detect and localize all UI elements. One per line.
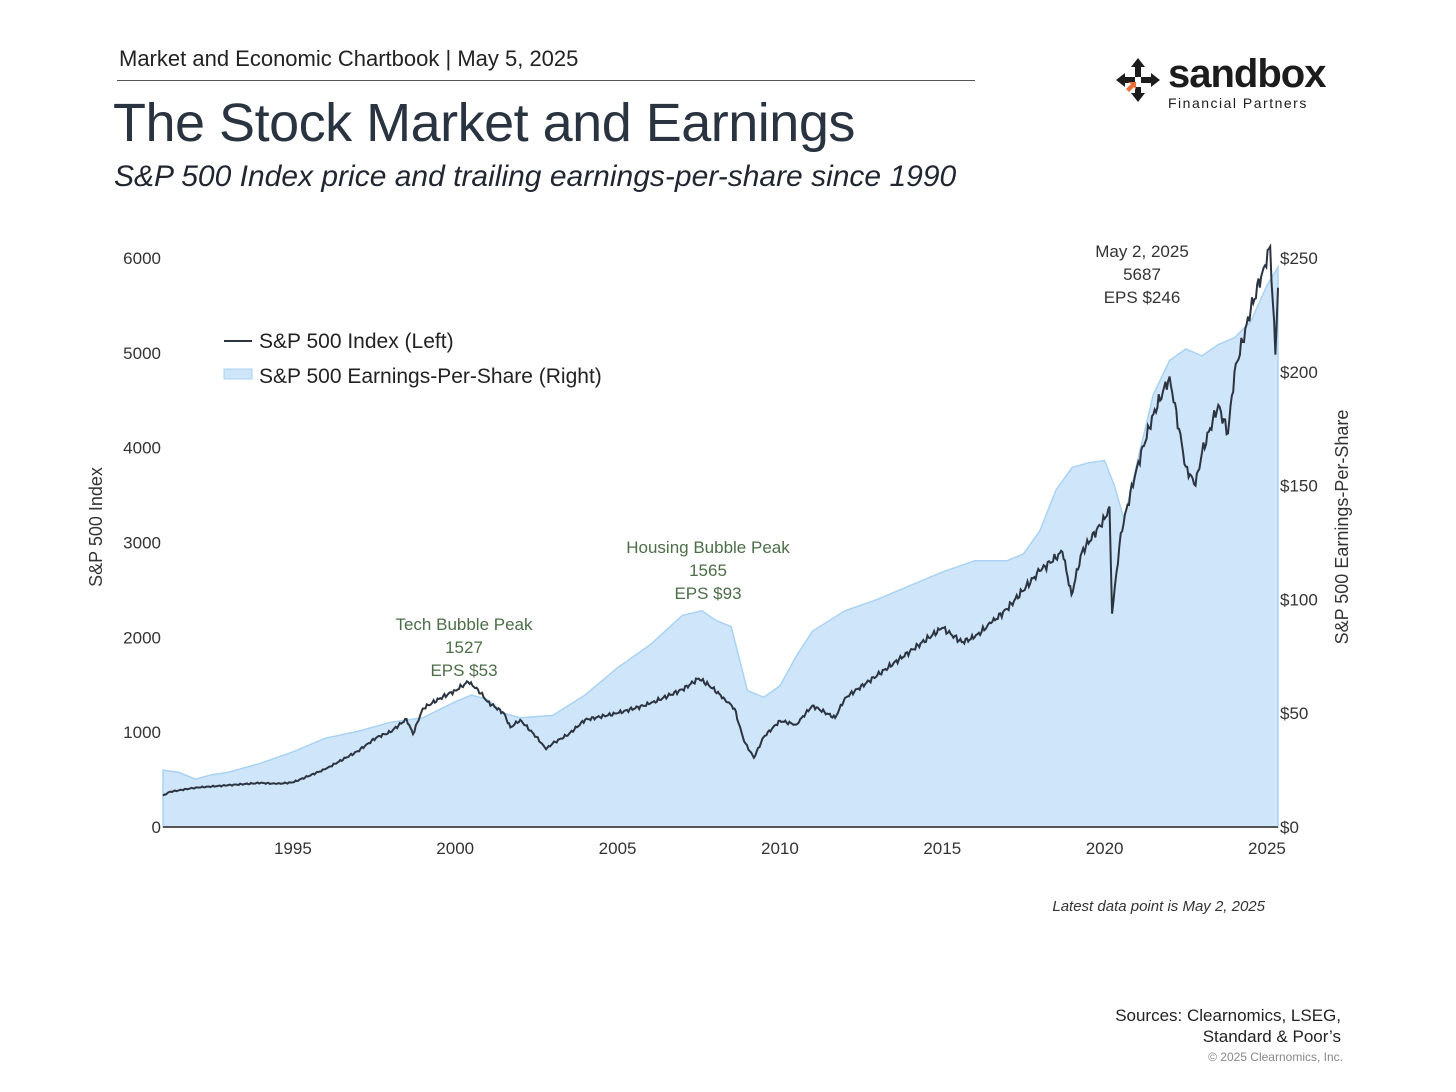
compass-arrows-icon	[1116, 58, 1160, 102]
latest-data-note: Latest data point is May 2, 2025	[1052, 898, 1265, 915]
x-tick-label: 2010	[761, 839, 799, 858]
logo-subtitle: Financial Partners	[1168, 95, 1308, 111]
right-tick-label: $200	[1280, 363, 1318, 382]
annotation-housing-bubble-line: 1565	[689, 561, 727, 580]
left-tick-label: 3000	[123, 534, 161, 553]
x-tick-label: 2015	[923, 839, 961, 858]
x-tick-label: 2025	[1248, 839, 1286, 858]
legend-area-swatch	[223, 368, 253, 380]
sp500-index-line	[162, 243, 1279, 797]
left-tick-label: 6000	[123, 249, 161, 268]
left-tick-label: 2000	[123, 628, 161, 647]
left-tick-label: 5000	[123, 344, 161, 363]
annotation-housing-bubble-line: Housing Bubble Peak	[626, 538, 790, 557]
legend-entry-index: S&P 500 Index (Left)	[259, 330, 454, 353]
header-divider	[117, 80, 975, 81]
left-axis-title: S&P 500 Index	[86, 467, 106, 587]
right-axis-title: S&P 500 Earnings-Per-Share	[1332, 410, 1352, 645]
left-tick-label: 4000	[123, 439, 161, 458]
page-title: The Stock Market and Earnings	[113, 93, 855, 153]
right-tick-label: $150	[1280, 477, 1318, 496]
right-tick-label: $50	[1280, 704, 1308, 723]
annotation-housing-bubble-line: EPS $93	[674, 584, 741, 603]
annotation-tech-bubble-line: EPS $53	[430, 661, 497, 680]
annotation-latest-line: May 2, 2025	[1095, 242, 1189, 261]
annotation-tech-bubble-line: 1527	[445, 638, 483, 657]
legend-entry-eps: S&P 500 Earnings-Per-Share (Right)	[259, 365, 602, 388]
x-tick-label: 2020	[1086, 839, 1124, 858]
right-tick-label: $0	[1280, 818, 1299, 837]
annotation-latest-line: 5687	[1123, 265, 1161, 284]
left-tick-label: 1000	[123, 723, 161, 742]
x-tick-label: 1995	[274, 839, 312, 858]
chartbook-header: Market and Economic Chartbook | May 5, 2…	[119, 46, 579, 71]
logo-wordmark: sandbox	[1168, 52, 1326, 96]
left-tick-label: 0	[152, 818, 161, 837]
copyright-note: © 2025 Clearnomics, Inc.	[1208, 1050, 1343, 1064]
x-tick-label: 2005	[599, 839, 637, 858]
annotation-tech-bubble-line: Tech Bubble Peak	[395, 615, 533, 634]
right-tick-label: $100	[1280, 590, 1318, 609]
eps-area	[162, 264, 1279, 828]
annotation-latest-line: EPS $246	[1104, 288, 1181, 307]
page-subtitle: S&P 500 Index price and trailing earning…	[114, 160, 957, 193]
x-tick-label: 2000	[436, 839, 474, 858]
sources-line-2: Standard & Poor’s	[1202, 1027, 1341, 1046]
sources-line-1: Sources: Clearnomics, LSEG,	[1115, 1006, 1341, 1025]
right-tick-label: $250	[1280, 249, 1318, 268]
sources-note: Sources: Clearnomics, LSEG, Standard & P…	[1115, 1005, 1341, 1047]
sandbox-logo: sandbox Financial Partners	[1114, 52, 1334, 116]
